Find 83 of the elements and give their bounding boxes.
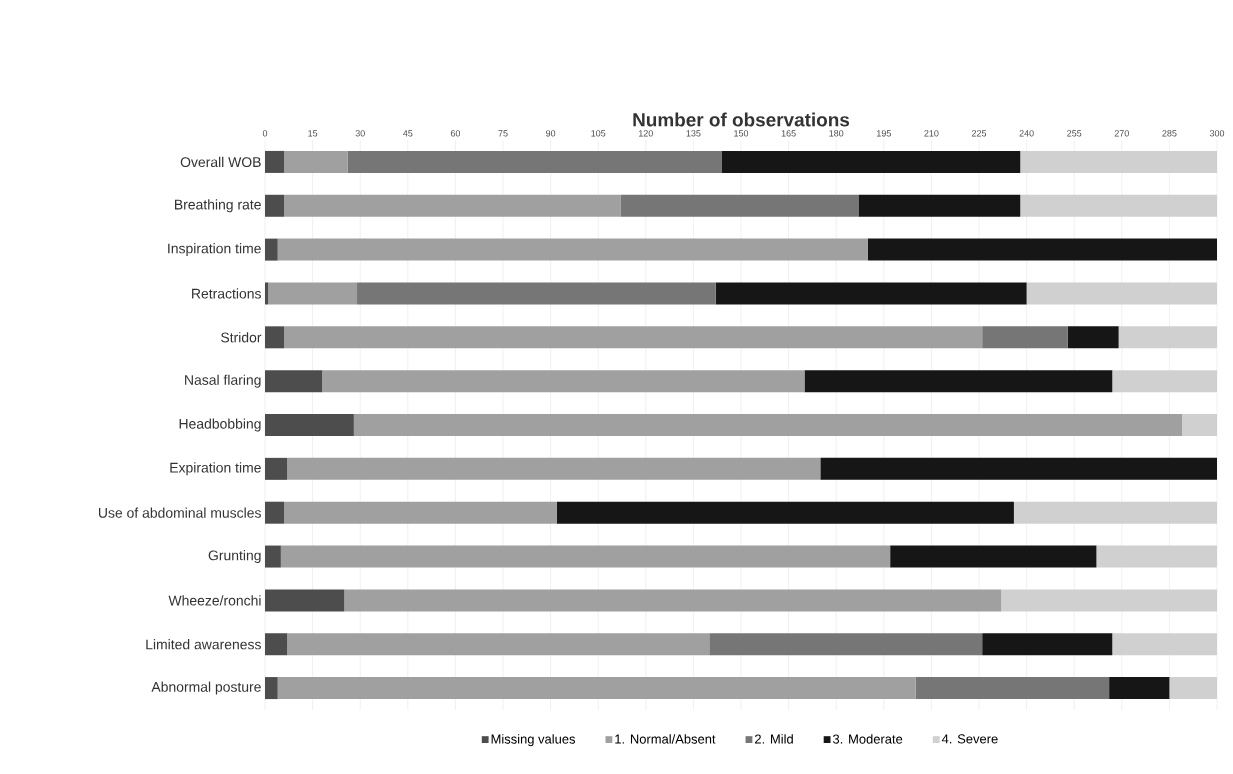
bar (322, 370, 805, 393)
x-tick-label: 75 (498, 130, 508, 137)
bar (804, 370, 1113, 393)
bar (858, 194, 1021, 217)
bar (265, 194, 285, 217)
bar (353, 414, 1183, 436)
bar (620, 194, 859, 217)
bar (284, 194, 621, 217)
bar (265, 150, 285, 173)
x-tick-label: 90 (546, 130, 556, 137)
bar (867, 238, 1218, 261)
bar (265, 545, 281, 568)
x-tick-label: 45 (403, 130, 413, 137)
y-tick-label: Stridor (221, 332, 262, 343)
bar (915, 677, 1110, 700)
x-tick-label: 30 (355, 130, 365, 137)
bar (556, 501, 1014, 524)
bar (265, 238, 278, 261)
bar (284, 150, 348, 173)
y-tick-label: Overall WOB (180, 156, 261, 168)
bar (709, 633, 983, 656)
x-tick-label: 135 (686, 130, 701, 137)
bar (265, 501, 285, 524)
legend-label: 4. Severe (941, 734, 998, 744)
y-tick-label: Breathing rate (175, 199, 261, 213)
bar (265, 589, 345, 612)
y-tick-label: Nasal flaring (185, 374, 261, 388)
bar (265, 326, 285, 349)
x-tick-label: 120 (639, 130, 653, 137)
y-tick-label: Inspiration time (168, 243, 261, 257)
bar (277, 677, 916, 700)
x-tick-label: 150 (734, 130, 749, 137)
bar (284, 501, 557, 524)
x-tick-label: 60 (450, 130, 461, 137)
x-tick-label: 240 (1019, 130, 1034, 137)
bar (982, 633, 1113, 656)
y-tick-label: Headbobbing (179, 418, 261, 432)
bar (287, 457, 821, 480)
bar (715, 282, 1027, 305)
bar (1067, 326, 1119, 349)
bar (265, 414, 354, 436)
x-tick-label: 285 (1162, 130, 1177, 137)
x-tick-label: 210 (924, 130, 939, 137)
x-tick-label: 300 (1209, 130, 1225, 137)
bar (982, 326, 1068, 349)
y-tick-label: Abnormal posture (151, 681, 261, 695)
bar (890, 545, 1097, 568)
bar (280, 545, 891, 568)
bar (1109, 677, 1170, 700)
bar (820, 457, 1218, 480)
legend-label: 3. Moderate (832, 734, 903, 744)
x-tick-label: 195 (877, 130, 891, 137)
y-tick-label: Retractions (192, 288, 261, 299)
bar (268, 282, 358, 305)
bar (265, 370, 323, 393)
x-tick-label: 165 (781, 130, 796, 137)
x-tick-label: 105 (591, 130, 606, 137)
bar (347, 150, 722, 173)
y-tick-label: Grunting (208, 550, 261, 564)
bar (721, 150, 1021, 173)
x-tick-label: 255 (1067, 130, 1082, 137)
bar (277, 238, 868, 261)
bar (357, 282, 716, 305)
legend-label: 1. Normal/Absent (615, 734, 716, 744)
chart-title: Number of observations (633, 112, 850, 127)
bar (265, 677, 278, 700)
x-tick-label: 0 (262, 130, 268, 137)
bar (265, 633, 288, 656)
bar (265, 282, 269, 305)
legend-label: Missing values (491, 734, 576, 747)
x-tick-label: 15 (308, 130, 318, 137)
bar (344, 589, 1002, 612)
y-tick-label: Expiration time (170, 462, 261, 476)
bar (284, 326, 983, 349)
bar (287, 633, 710, 656)
y-tick-label: Use of abdominal muscles (98, 507, 261, 518)
bar (265, 457, 288, 480)
y-tick-label: Limited awareness (146, 639, 261, 650)
y-tick-label: Wheeze/ronchi (168, 595, 261, 606)
x-tick-label: 225 (971, 130, 987, 137)
legend-label: 2. Mild (755, 734, 793, 744)
x-tick-label: 270 (1114, 130, 1129, 137)
x-tick-label: 180 (829, 130, 844, 137)
